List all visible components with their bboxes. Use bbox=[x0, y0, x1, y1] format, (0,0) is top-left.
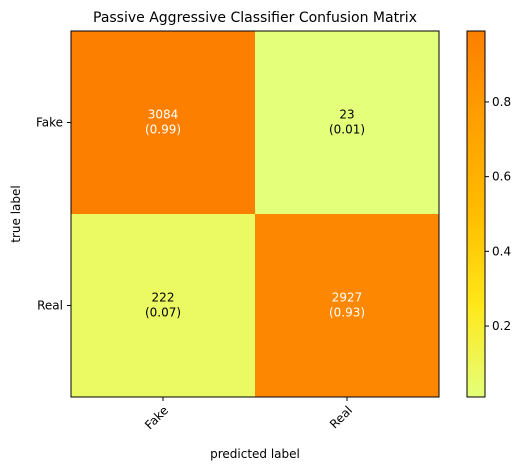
chart-title: Passive Aggressive Classifier Confusion … bbox=[93, 10, 417, 26]
matrix-cells: 3084 (0.99)23 (0.01)222 (0.07)2927 (0.93) bbox=[71, 31, 439, 397]
colorbar-tick-label: 0.2 bbox=[492, 319, 511, 333]
y-tick-label: Real bbox=[37, 299, 63, 313]
colorbar bbox=[467, 31, 485, 397]
cell-label: 3084 (0.99) bbox=[145, 108, 181, 137]
colorbar-tick-label: 0.8 bbox=[492, 95, 511, 109]
x-axis-label: predicted label bbox=[210, 447, 300, 461]
colorbar-tick-label: 0.6 bbox=[492, 170, 511, 184]
x-tick-label: Fake bbox=[142, 403, 171, 432]
y-tick-label: Fake bbox=[36, 116, 63, 130]
cell-label: 2927 (0.93) bbox=[329, 291, 365, 320]
colorbar-tick-label: 0.4 bbox=[492, 244, 511, 258]
y-axis-ticks: Fake Real bbox=[36, 116, 71, 313]
x-axis-ticks: Fake Real bbox=[142, 397, 355, 432]
colorbar-ticks: 0.2 0.4 0.6 0.8 bbox=[485, 95, 511, 333]
x-tick-label: Real bbox=[327, 403, 355, 431]
y-axis-label: true label bbox=[9, 185, 23, 242]
